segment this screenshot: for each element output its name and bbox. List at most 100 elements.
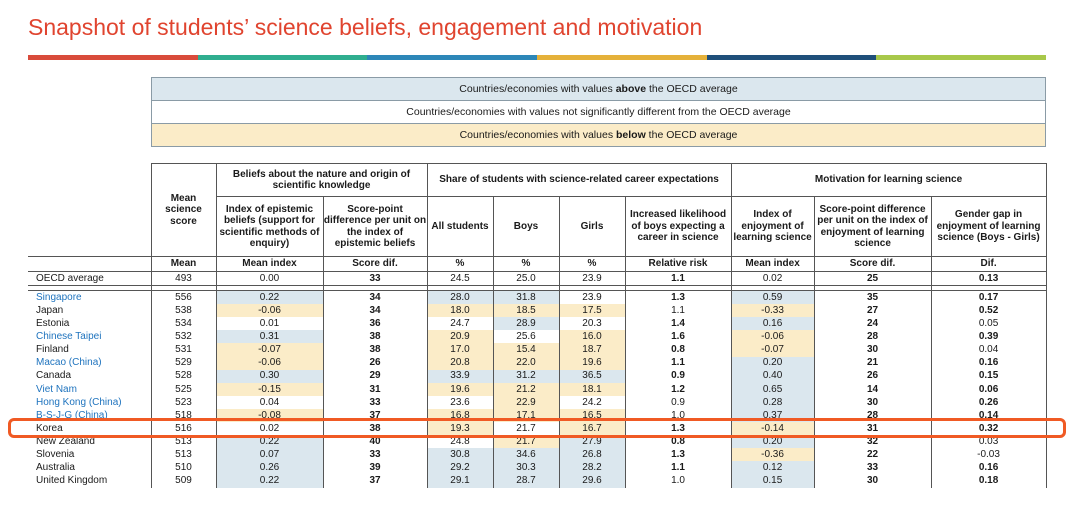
rule-segment [28,55,198,60]
unit-cell: % [558,256,626,272]
country-link[interactable]: Viet Nam [28,382,152,396]
value-cell: 0.02 [730,271,815,287]
value-cell: -0.06 [215,304,324,318]
value-cell: 27 [813,304,932,318]
value-cell: 25.0 [492,271,560,287]
value-cell: 18.1 [558,382,626,396]
value-cell: 0.02 [215,422,324,436]
value-cell: 38 [322,422,428,436]
unit-cell: Score dif. [322,256,428,272]
header-boys: Boys [492,196,560,257]
value-cell: 0.04 [930,343,1047,357]
country-name: Japan [28,304,152,318]
value-cell: 0.9 [624,395,732,409]
value-cell: 22.0 [492,356,560,370]
country-link[interactable]: Hong Kong (China) [28,395,152,409]
header-group-motivation: Motivation for learning science [730,163,1047,197]
value-cell: 1.0 [624,474,732,488]
value-cell: -0.14 [730,422,815,436]
value-cell: 0.22 [215,474,324,488]
table-row: Chinese Taipei 532 0.31 38 20.9 25.6 16.0 1.6 -0… [28,330,1047,344]
country-name: Estonia [28,317,152,331]
value-cell: -0.07 [215,343,324,357]
unit-cell: % [426,256,494,272]
value-cell: 1.3 [624,448,732,462]
country-name: Finland [28,343,152,357]
value-cell: 16.7 [558,422,626,436]
value-cell: 510 [150,461,217,475]
header-epistemic: Index of epistemic beliefs (support for … [215,196,324,257]
value-cell: 0.8 [624,343,732,357]
value-cell: 0.16 [930,356,1047,370]
value-cell: 29.6 [558,474,626,488]
value-cell: 0.28 [730,395,815,409]
value-cell: 0.03 [930,435,1047,449]
table-row: OECD average 493 0.00 33 24.5 25.0 23.9 1.1 0.02… [28,271,1047,287]
country-link[interactable]: Macao (China) [28,356,152,370]
value-cell: 0.20 [730,356,815,370]
value-cell: 0.05 [930,317,1047,331]
country-name: Canada [28,369,152,383]
value-cell: 18.0 [426,304,494,318]
value-cell: 0.15 [930,369,1047,383]
country-link[interactable]: Singapore [28,290,152,305]
value-cell: -0.06 [730,330,815,344]
value-cell: 29 [322,369,428,383]
value-cell: 37 [322,408,428,423]
value-cell: 0.26 [215,461,324,475]
value-cell: 39 [322,461,428,475]
value-cell: 538 [150,304,217,318]
value-cell: 38 [322,343,428,357]
value-cell: 0.37 [730,408,815,423]
value-cell: 0.52 [930,304,1047,318]
value-cell: 1.1 [624,271,732,287]
value-cell: 0.01 [215,317,324,331]
value-cell: 0.07 [215,448,324,462]
value-cell: 28 [813,408,932,423]
value-cell: 24.2 [558,395,626,409]
table-row: New Zealand 513 0.22 40 24.8 21.7 27.9 0.8 0.20 3… [28,435,1047,449]
value-cell: 28.9 [492,317,560,331]
table-row: Australia 510 0.26 39 29.2 30.3 28.2 1.1 0.12 33 0… [28,461,1047,475]
value-cell: 0.9 [624,369,732,383]
value-cell: 21.7 [492,422,560,436]
value-cell: 525 [150,382,217,396]
table-row: Korea 516 0.02 38 19.3 21.7 16.7 1.3 -0.14 31 0.32 [28,422,1047,436]
value-cell: 26 [322,356,428,370]
value-cell: 0.18 [930,474,1047,488]
header-increased-likelihood: Increased likelihood of boys expecting a… [624,196,732,257]
value-cell: 30.8 [426,448,494,462]
unit-cell: Mean index [730,256,815,272]
value-cell: 20.9 [426,330,494,344]
value-cell: 0.26 [930,395,1047,409]
country-name: Australia [28,461,152,475]
separator-cell [930,285,1047,292]
country-name: United Kingdom [28,474,152,488]
value-cell: 0.15 [730,474,815,488]
country-link[interactable]: B-S-J-G (China) [28,408,152,423]
value-cell: 0.22 [215,290,324,305]
value-cell: 28.7 [492,474,560,488]
value-cell: 531 [150,343,217,357]
value-cell: 1.1 [624,461,732,475]
value-cell: 23.9 [558,290,626,305]
value-cell: 1.0 [624,408,732,423]
table-row: Japan 538 -0.06 34 18.0 18.5 17.5 1.1 -0.33 27 0.5… [28,304,1047,318]
table-row: Viet Nam 525 -0.15 31 19.6 21.2 18.1 1.2 0.65 14 0… [28,382,1047,396]
value-cell: 28 [813,330,932,344]
value-cell: 0.04 [215,395,324,409]
value-cell: 22.9 [492,395,560,409]
value-cell: 0.16 [730,317,815,331]
header-enjoyment: Index of enjoyment of learning science [730,196,815,257]
header-group-share: Share of students with science-related c… [426,163,732,197]
value-cell: 21 [813,356,932,370]
value-cell: 1.4 [624,317,732,331]
value-cell: 14 [813,382,932,396]
value-cell: 1.3 [624,290,732,305]
value-cell: 20.3 [558,317,626,331]
value-cell: 529 [150,356,217,370]
value-cell: 37 [322,474,428,488]
value-cell: 1.1 [624,304,732,318]
country-link[interactable]: Chinese Taipei [28,330,152,344]
value-cell: 509 [150,474,217,488]
